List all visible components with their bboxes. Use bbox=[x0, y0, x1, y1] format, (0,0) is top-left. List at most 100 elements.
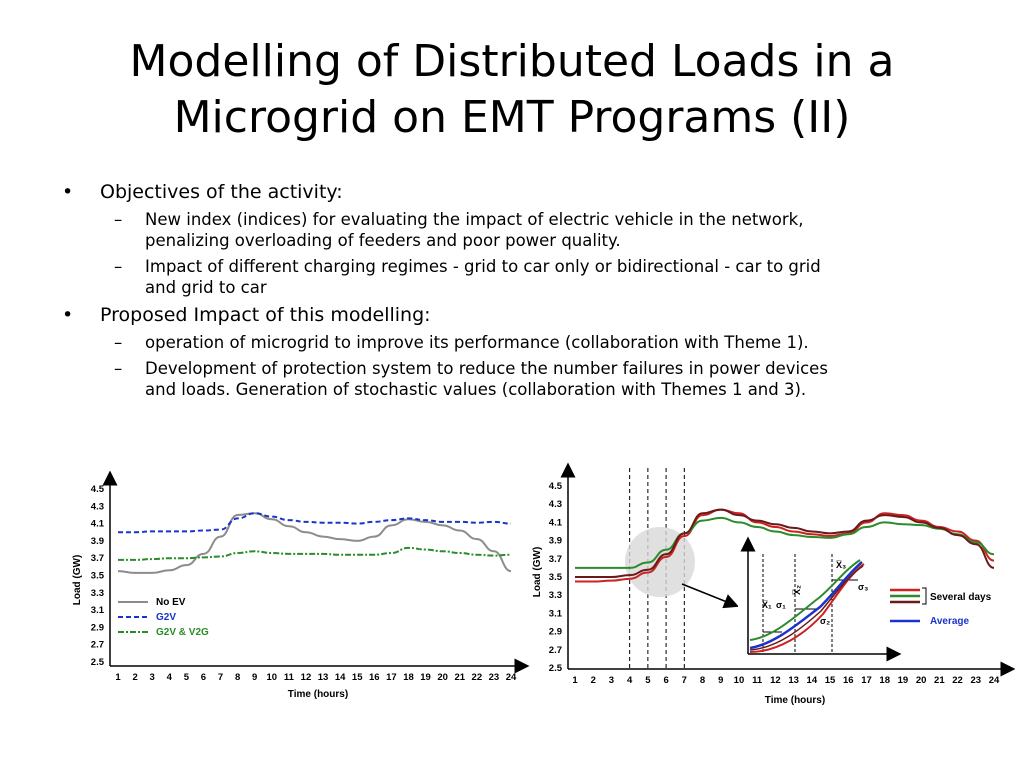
y-tick-label: 2.5 bbox=[549, 663, 563, 674]
sub-bullet-line: Impact of different charging regimes - g… bbox=[145, 257, 821, 276]
x-tick-label: 12 bbox=[301, 672, 312, 683]
y-axis-label: Load (GW) bbox=[532, 547, 543, 598]
inset-darkred-curve bbox=[749, 565, 864, 651]
y-tick-label: 4.1 bbox=[549, 517, 563, 528]
x-tick-label: 23 bbox=[489, 672, 500, 683]
x-tick-label: 12 bbox=[770, 675, 781, 686]
x-tick-label: 1 bbox=[115, 672, 121, 683]
legend-average: Average bbox=[930, 616, 970, 627]
bullet-dot-icon: • bbox=[62, 181, 74, 203]
x-tick-label: 23 bbox=[970, 675, 981, 686]
legend-bracket bbox=[922, 587, 927, 605]
x-tick-label: 15 bbox=[825, 675, 836, 686]
y-tick-label: 2.9 bbox=[549, 627, 562, 638]
legend: Several days Average bbox=[890, 587, 992, 627]
y-tick-label: 4.3 bbox=[549, 499, 562, 510]
legend: No EV G2V G2V & V2G bbox=[118, 597, 209, 638]
inset-average-curve bbox=[749, 561, 863, 650]
x-tick-label: 17 bbox=[861, 675, 872, 686]
bullet-objectives: • Objectives of the activity: bbox=[58, 180, 958, 205]
x-tick-label: 2 bbox=[591, 675, 596, 686]
y-tick-label: 3.1 bbox=[549, 608, 563, 619]
dash-icon: – bbox=[114, 210, 123, 229]
x-tick-label: 9 bbox=[718, 675, 723, 686]
y-tick-label: 3.9 bbox=[549, 536, 562, 547]
sub-bullet-line: and loads. Generation of stochastic valu… bbox=[145, 380, 807, 399]
x-tick-label: 7 bbox=[682, 675, 687, 686]
x-tick-label: 14 bbox=[807, 675, 818, 686]
bullet-proposed-impact: • Proposed Impact of this modelling: bbox=[58, 303, 958, 328]
inset-label-x1: X̅₁ bbox=[762, 600, 772, 610]
x-tick-label: 20 bbox=[916, 675, 927, 686]
sub-bullet-operation: – operation of microgrid to improve its … bbox=[58, 332, 958, 353]
x-tick-label: 16 bbox=[843, 675, 854, 686]
y-tick-label: 2.7 bbox=[91, 640, 104, 651]
x-tick-label: 9 bbox=[252, 672, 257, 683]
x-tick-label: 24 bbox=[989, 675, 1000, 686]
inset-label-sigma2: σ₂ bbox=[820, 616, 830, 626]
x-tick-label: 5 bbox=[645, 675, 651, 686]
y-tick-label: 2.9 bbox=[91, 622, 104, 633]
dash-icon: – bbox=[114, 333, 123, 352]
x-tick-label: 19 bbox=[420, 672, 431, 683]
dash-icon: – bbox=[114, 257, 123, 276]
y-tick-label: 3.7 bbox=[549, 554, 562, 565]
inset-green-curve bbox=[749, 559, 861, 641]
y-tick-label: 4.5 bbox=[91, 484, 105, 495]
y-tick-label: 3.5 bbox=[549, 572, 563, 583]
sub-bullet-line: Development of protection system to redu… bbox=[145, 359, 828, 378]
sub-bullet-protection: – Development of protection system to re… bbox=[58, 358, 958, 400]
x-tick-label: 4 bbox=[167, 672, 173, 683]
x-tick-label: 18 bbox=[403, 672, 414, 683]
x-tick-label: 4 bbox=[627, 675, 633, 686]
sub-bullet-line: penalizing overloading of feeders and po… bbox=[145, 231, 621, 250]
x-tick-label: 11 bbox=[752, 675, 763, 686]
sub-bullet-index: – New index (indices) for evaluating the… bbox=[58, 209, 958, 251]
x-tick-label: 1 bbox=[572, 675, 578, 686]
y-tick-label: 4.5 bbox=[549, 481, 563, 492]
y-tick-label: 2.5 bbox=[91, 657, 105, 668]
bullet-text: Proposed Impact of this modelling: bbox=[100, 304, 431, 326]
inset-label-x3: X̅₃ bbox=[836, 560, 846, 570]
y-tick-label: 3.7 bbox=[91, 553, 104, 564]
y-tick-label: 3.1 bbox=[91, 605, 105, 616]
x-axis-label: Time (hours) bbox=[765, 695, 825, 706]
inset-label-sigma1: σ₁ bbox=[776, 600, 786, 610]
series-line-1 bbox=[574, 516, 995, 569]
series-line-2 bbox=[574, 508, 995, 578]
x-tick-label: 10 bbox=[734, 675, 745, 686]
y-tick-label: 4.1 bbox=[91, 519, 105, 530]
x-tick-label: 17 bbox=[386, 672, 397, 683]
x-tick-label: 13 bbox=[788, 675, 799, 686]
x-tick-label: 14 bbox=[335, 672, 346, 683]
x-tick-label: 21 bbox=[454, 672, 465, 683]
x-tick-label: 18 bbox=[879, 675, 890, 686]
y-tick-label: 3.5 bbox=[91, 571, 105, 582]
series-line-0 bbox=[117, 512, 512, 574]
x-tick-label: 13 bbox=[318, 672, 329, 683]
x-tick-label: 6 bbox=[663, 675, 668, 686]
x-tick-label: 15 bbox=[352, 672, 363, 683]
y-tick-label: 3.9 bbox=[91, 536, 104, 547]
x-axis-label: Time (hours) bbox=[288, 689, 348, 700]
bullet-list: • Objectives of the activity: – New inde… bbox=[58, 180, 958, 405]
highlight-circle bbox=[625, 527, 695, 597]
y-tick-label: 2.7 bbox=[549, 645, 562, 656]
y-axis-label: Load (GW) bbox=[72, 555, 83, 606]
inset-label-sigma3: σ₃ bbox=[858, 582, 868, 592]
bullet-dot-icon: • bbox=[62, 304, 74, 326]
x-tick-label: 22 bbox=[472, 672, 483, 683]
x-tick-label: 11 bbox=[284, 672, 295, 683]
dash-icon: – bbox=[114, 359, 123, 378]
bullet-text: Objectives of the activity: bbox=[100, 181, 343, 203]
legend-g2v-v2g: G2V & V2G bbox=[156, 627, 209, 638]
x-tick-label: 24 bbox=[506, 672, 517, 683]
x-tick-label: 2 bbox=[132, 672, 137, 683]
sub-bullet-line: New index (indices) for evaluating the i… bbox=[145, 210, 804, 229]
x-tick-label: 16 bbox=[369, 672, 380, 683]
sub-bullet-line: operation of microgrid to improve its pe… bbox=[145, 333, 809, 352]
x-tick-label: 6 bbox=[201, 672, 206, 683]
slide-title: Modelling of Distributed Loads in a Micr… bbox=[40, 34, 984, 146]
